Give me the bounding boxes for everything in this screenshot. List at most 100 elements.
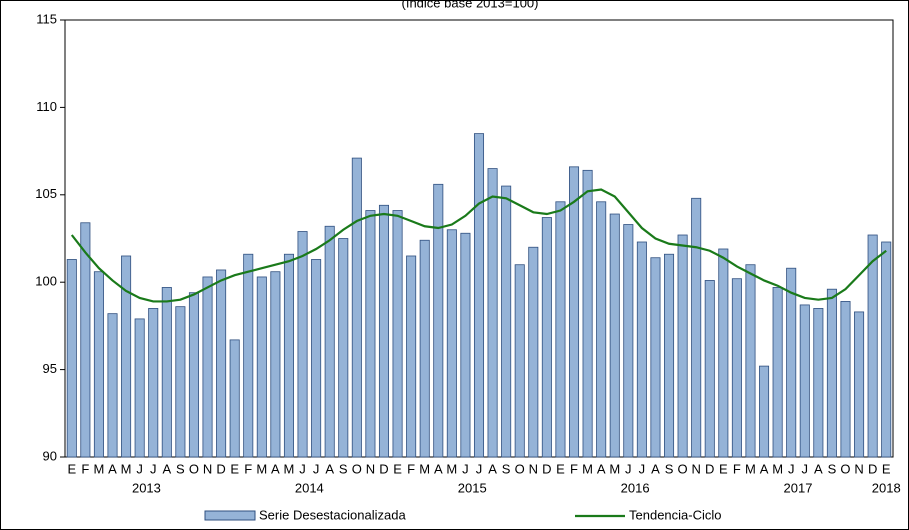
x-tick-label: S xyxy=(502,461,511,476)
year-label: 2018 xyxy=(872,480,901,495)
chart-subtitle: (índice base 2013=100) xyxy=(402,0,539,10)
bar xyxy=(799,304,810,458)
bar xyxy=(501,185,512,458)
bar xyxy=(541,217,552,458)
x-tick-label: A xyxy=(814,461,823,476)
bar xyxy=(664,253,675,458)
bar xyxy=(93,271,104,458)
bar xyxy=(555,201,566,458)
bar xyxy=(596,201,607,458)
bar xyxy=(406,255,417,458)
x-tick-label: O xyxy=(678,461,688,476)
x-tick-label: M xyxy=(582,461,593,476)
bar xyxy=(786,267,797,458)
legend-label: Tendencia-Ciclo xyxy=(629,507,722,522)
x-tick-label: M xyxy=(446,461,457,476)
x-tick-label: N xyxy=(529,461,538,476)
bar xyxy=(419,239,430,458)
y-tick-label: 90 xyxy=(43,448,57,463)
x-tick-label: E xyxy=(393,461,402,476)
bar xyxy=(514,264,525,458)
x-tick-label: A xyxy=(760,461,769,476)
bar xyxy=(216,269,227,458)
bar xyxy=(460,232,471,458)
bar xyxy=(121,255,132,458)
bar xyxy=(840,301,851,458)
bar xyxy=(826,288,837,458)
bar xyxy=(487,168,498,458)
x-tick-label: S xyxy=(176,461,185,476)
x-tick-label: M xyxy=(745,461,756,476)
x-tick-label: J xyxy=(802,461,809,476)
x-tick-label: S xyxy=(665,461,674,476)
bar xyxy=(691,197,702,458)
x-tick-label: J xyxy=(625,461,632,476)
x-tick-label: S xyxy=(828,461,837,476)
bar xyxy=(881,241,892,458)
bar xyxy=(759,365,770,458)
bar xyxy=(338,238,349,458)
x-tick-label: F xyxy=(407,461,415,476)
x-tick-label: S xyxy=(339,461,348,476)
x-tick-label: E xyxy=(719,461,728,476)
y-tick-label: 105 xyxy=(35,186,57,201)
bar xyxy=(528,246,539,458)
x-tick-label: J xyxy=(150,461,157,476)
x-tick-label: E xyxy=(230,461,239,476)
year-label: 2015 xyxy=(458,480,487,495)
bar xyxy=(134,318,145,458)
bar xyxy=(80,222,91,458)
x-tick-label: J xyxy=(639,461,646,476)
x-tick-label: M xyxy=(419,461,430,476)
bar xyxy=(229,339,240,458)
x-tick-label: A xyxy=(271,461,280,476)
bar xyxy=(270,271,281,458)
legend-label: Serie Desestacionalizada xyxy=(259,507,406,522)
x-tick-label: O xyxy=(189,461,199,476)
bar xyxy=(324,225,335,458)
x-tick-label: M xyxy=(609,461,620,476)
x-tick-label: M xyxy=(256,461,267,476)
y-tick-label: 115 xyxy=(36,11,57,26)
x-tick-label: J xyxy=(313,461,320,476)
bar xyxy=(107,313,118,458)
x-tick-label: A xyxy=(434,461,443,476)
x-tick-label: D xyxy=(542,461,551,476)
bar xyxy=(148,308,159,458)
y-tick-label: 100 xyxy=(35,274,57,289)
bar xyxy=(433,183,444,458)
x-tick-label: D xyxy=(705,461,714,476)
bar xyxy=(745,264,756,458)
bar xyxy=(718,248,729,458)
bar xyxy=(66,259,77,458)
x-tick-label: A xyxy=(597,461,606,476)
bar xyxy=(392,210,403,458)
x-tick-label: O xyxy=(840,461,850,476)
year-label: 2016 xyxy=(621,480,650,495)
x-tick-label: J xyxy=(136,461,143,476)
x-tick-label: A xyxy=(325,461,334,476)
x-tick-label: N xyxy=(691,461,700,476)
x-tick-label: F xyxy=(733,461,741,476)
x-tick-label: J xyxy=(788,461,795,476)
x-tick-label: D xyxy=(216,461,225,476)
bar xyxy=(311,259,322,458)
x-tick-label: J xyxy=(476,461,483,476)
x-tick-label: N xyxy=(854,461,863,476)
legend-swatch xyxy=(204,510,256,521)
bar xyxy=(473,133,485,458)
bar xyxy=(854,311,865,458)
y-tick-label: 110 xyxy=(36,99,57,114)
x-tick-label: A xyxy=(651,461,660,476)
bar xyxy=(378,204,389,458)
bar xyxy=(202,276,213,458)
bar xyxy=(731,278,742,458)
x-tick-label: N xyxy=(203,461,212,476)
x-tick-label: M xyxy=(94,461,105,476)
bar xyxy=(297,231,308,458)
x-tick-label: J xyxy=(299,461,306,476)
bar xyxy=(243,253,254,458)
bar xyxy=(175,306,186,458)
bar xyxy=(636,241,647,458)
